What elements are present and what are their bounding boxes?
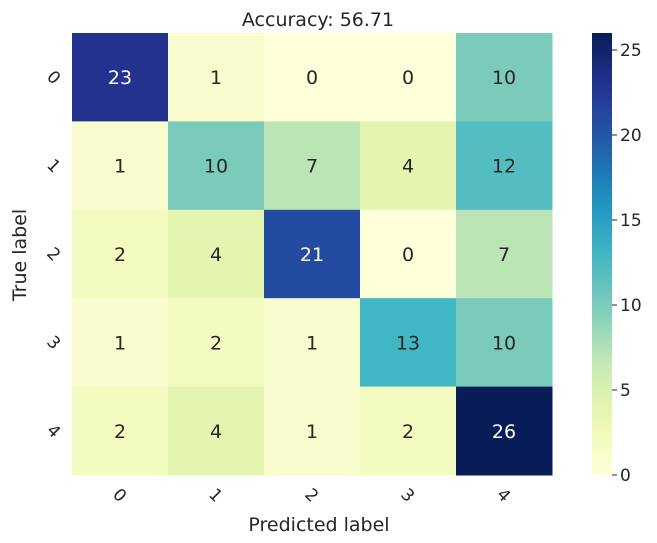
heatmap-cell-3-2 [264,298,361,388]
heatmap-cell-1-1 [168,121,265,211]
x-tick-label: 2 [300,485,322,507]
colorbar-tick-label: 15 [620,211,642,231]
cell-value-label: 4 [210,244,222,266]
heatmap-cell-0-1 [168,33,265,122]
cell-value-label: 1 [306,421,318,443]
heatmap-cells: 23 1 0 0 101 10 7 4 122 4 21 0 71 2 1 13 102 4 1 2 26 [72,33,553,476]
heatmap-cell-4-4 [456,386,553,476]
x-axis-label: Predicted label [248,514,389,536]
heatmap-cell-0-4 [456,33,553,122]
cell-value-label: 21 [300,244,324,266]
y-tick-labels: 0 1 2 3 4 [42,67,64,442]
colorbar [592,33,612,475]
heatmap-cell-0-2 [264,33,361,122]
y-axis-label: True label [9,209,31,302]
cell-value-label: 7 [498,244,510,266]
cell-value-label: 1 [114,156,126,178]
x-tick-label: 4 [492,485,514,507]
colorbar-tick-label: 10 [620,296,642,316]
colorbar-tick-label: 0 [620,466,631,486]
y-tick-label: 1 [42,155,64,177]
colorbar-tick-label: 20 [620,126,642,146]
cell-value-label: 13 [396,332,420,354]
heatmap-cell-3-0 [72,298,169,388]
heatmap-cell-1-0 [72,121,169,211]
heatmap-cell-1-2 [264,121,361,211]
x-tick-label: 0 [108,485,130,507]
heatmap-cell-4-2 [264,386,361,476]
cell-value-label: 2 [210,332,222,354]
heatmap-cell-1-4 [456,121,553,211]
cell-value-label: 0 [306,67,318,89]
heatmap-cell-3-1 [168,298,265,388]
chart-title: Accuracy: 56.71 [242,9,394,31]
cell-value-label: 1 [306,332,318,354]
heatmap-cell-0-3 [360,33,457,122]
heatmap-cell-2-0 [72,209,169,299]
cell-value-label: 12 [492,156,516,178]
y-tick-label: 2 [42,244,64,266]
x-tick-labels: 0 1 2 3 4 [108,485,514,507]
x-tick-label: 3 [396,485,418,507]
cell-value-label: 26 [492,421,516,443]
cell-value-label: 2 [402,421,414,443]
cell-value-label: 2 [114,421,126,443]
heatmap-cell-2-2 [264,209,361,299]
heatmap-cell-4-1 [168,386,265,476]
cell-value-label: 7 [306,156,318,178]
y-tick-label: 4 [42,421,64,443]
cell-value-label: 10 [204,156,228,178]
x-tick-label: 1 [204,485,226,507]
heatmap-cell-4-0 [72,386,169,476]
heatmap-cell-3-3 [360,298,457,388]
heatmap-cell-2-3 [360,209,457,299]
colorbar-ticks: 0 5 10 15 20 25 [612,41,642,486]
heatmap-cell-4-3 [360,386,457,476]
y-tick-label: 3 [42,332,64,354]
heatmap-cell-2-1 [168,209,265,299]
cell-value-label: 2 [114,244,126,266]
heatmap-cell-3-4 [456,298,553,388]
cell-value-label: 10 [492,67,516,89]
heatmap-cell-0-0 [72,33,169,122]
cell-value-label: 0 [402,244,414,266]
heatmap-cell-2-4 [456,209,553,299]
cell-value-label: 0 [402,67,414,89]
cell-value-label: 4 [210,421,222,443]
cell-value-label: 4 [402,156,414,178]
cell-value-label: 10 [492,332,516,354]
colorbar-tick-label: 5 [620,381,631,401]
cell-value-label: 1 [114,332,126,354]
colorbar-tick-label: 25 [620,41,642,61]
cell-value-label: 23 [108,67,132,89]
y-tick-label: 0 [42,67,64,89]
heatmap-cell-1-3 [360,121,457,211]
cell-value-label: 1 [210,67,222,89]
